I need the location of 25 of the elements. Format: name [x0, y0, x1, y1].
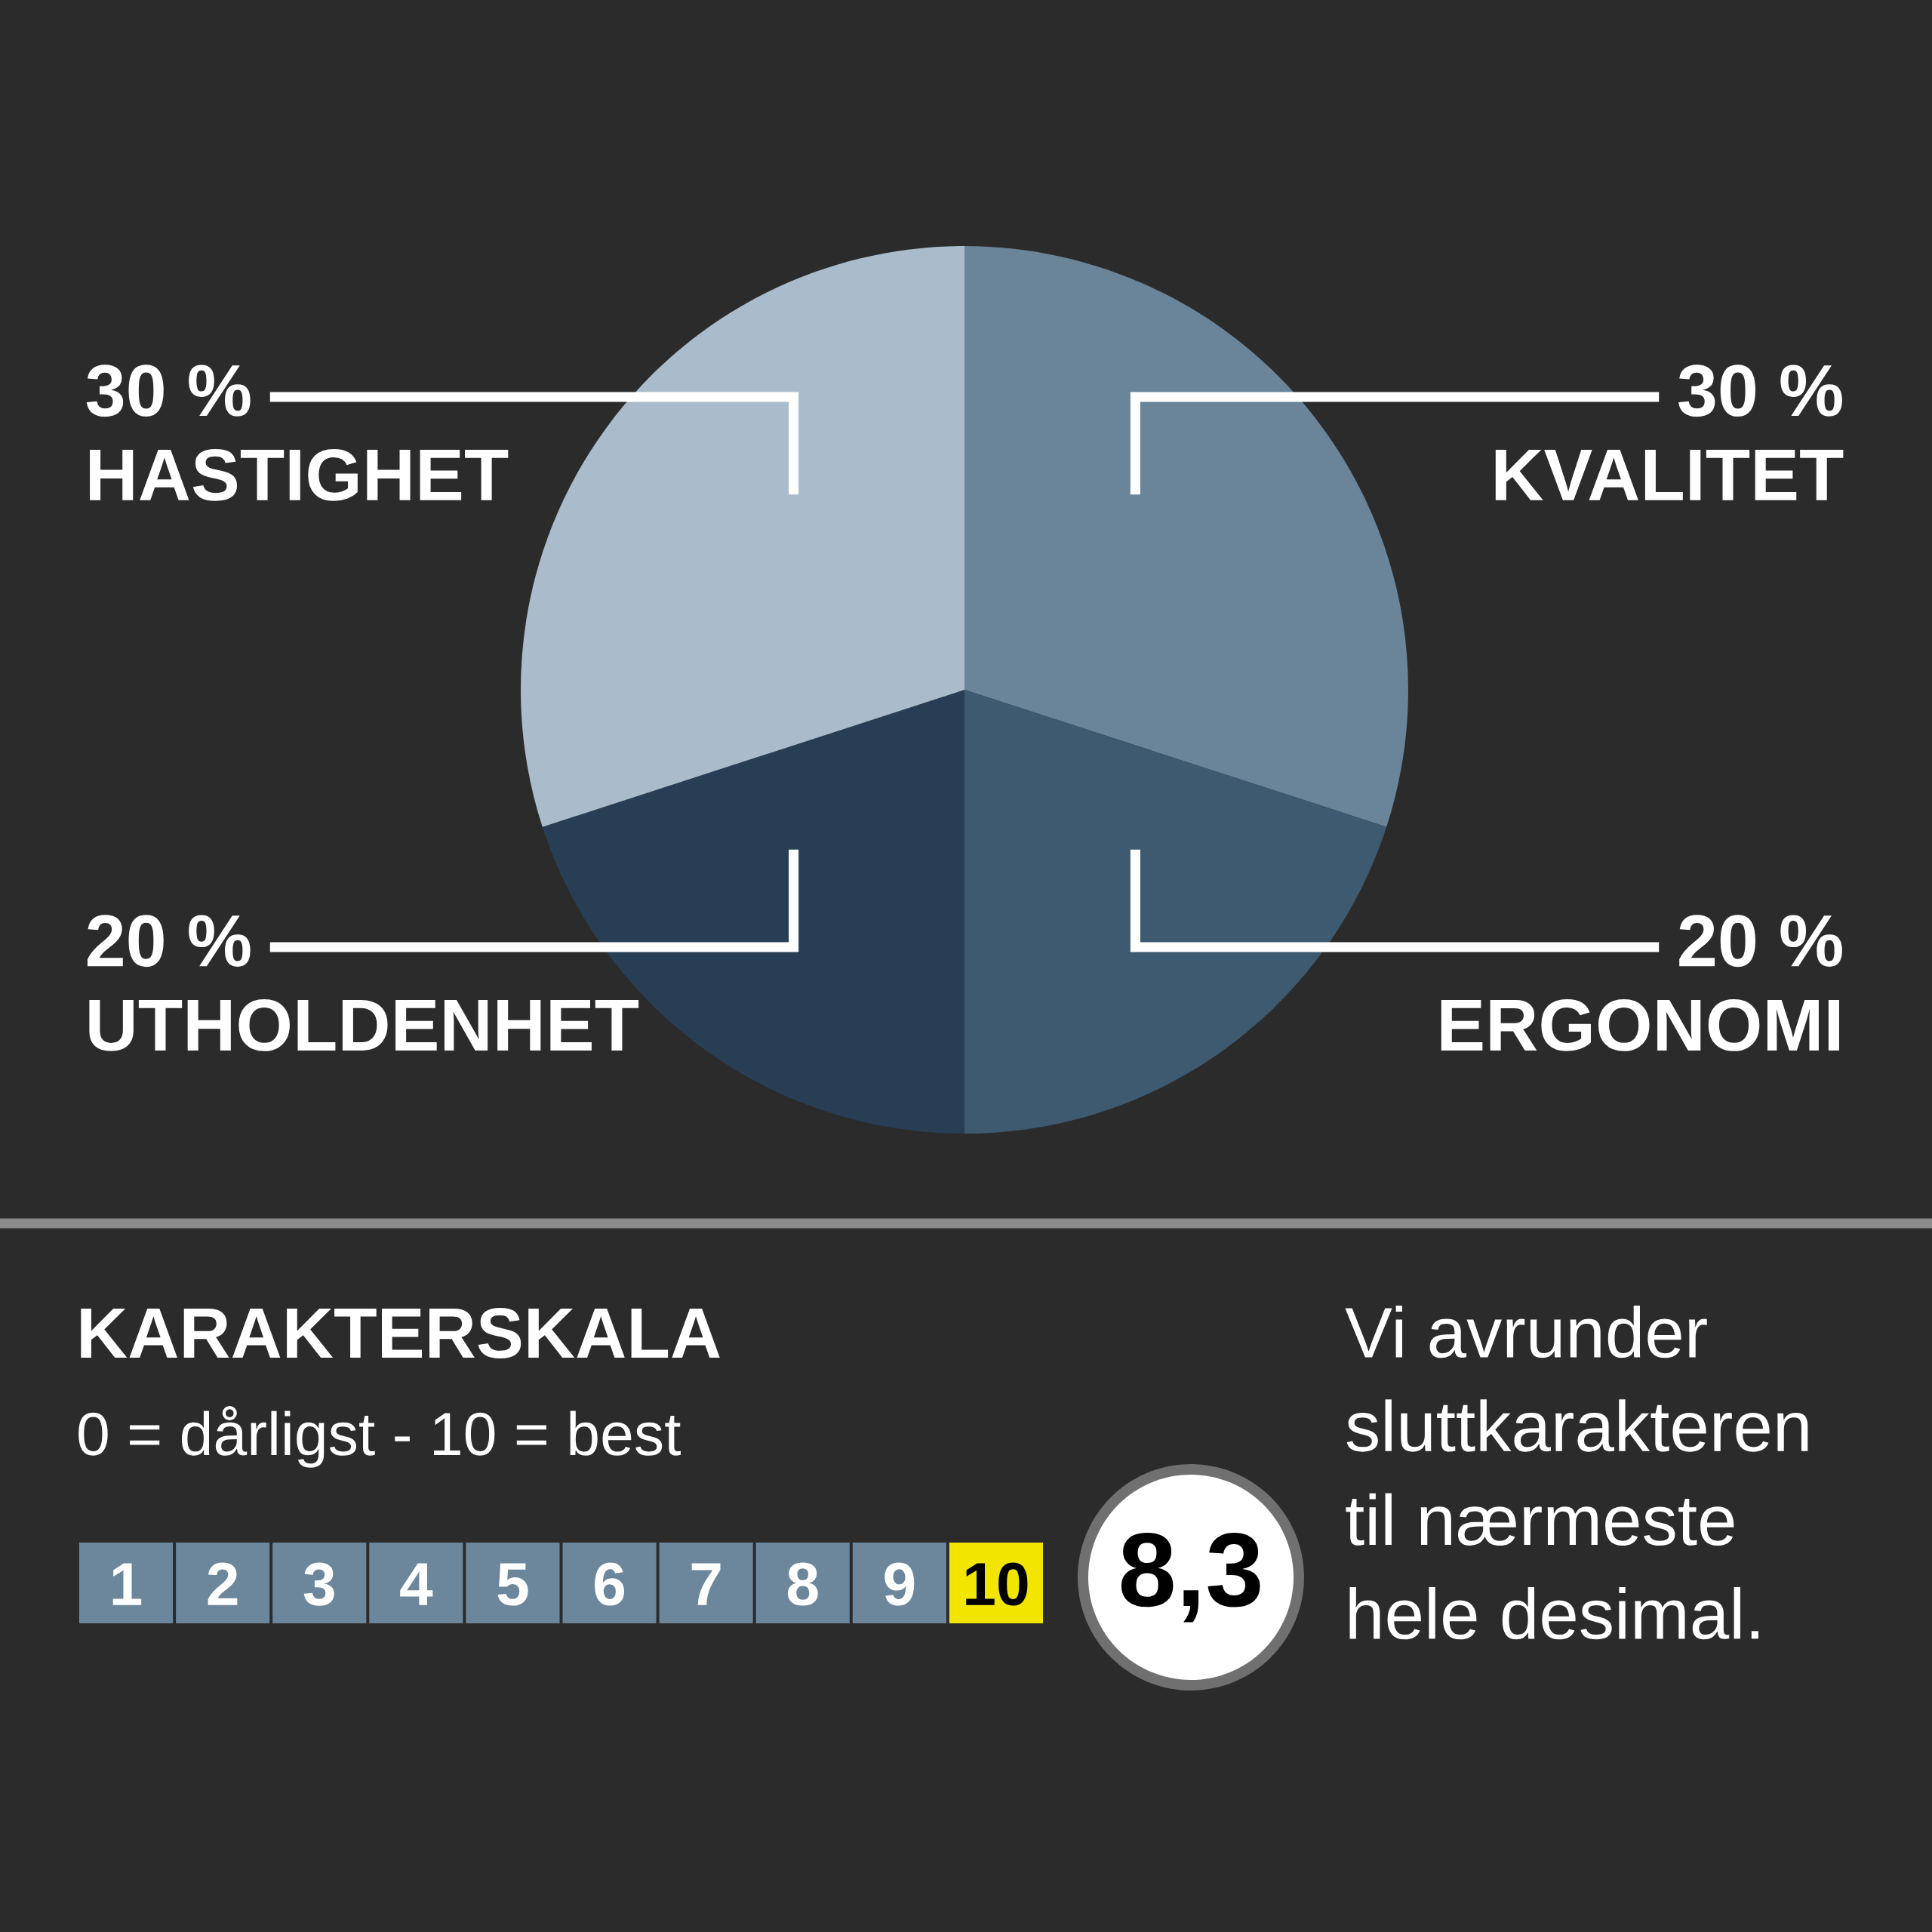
- pie-slice: [964, 690, 1387, 1134]
- slice-label: HASTIGHET: [90, 448, 509, 501]
- x-tick-label: 7: [691, 1563, 721, 1605]
- pie-slice: [964, 246, 1408, 827]
- x-tick-label: 6: [595, 1562, 625, 1606]
- data-label: 30 %: [86, 365, 251, 417]
- data-label: 20 %: [1679, 915, 1842, 968]
- x-tick-label: 5: [497, 1563, 528, 1606]
- x-tick-label: 9: [884, 1562, 915, 1606]
- data-label: 30 %: [1678, 365, 1842, 417]
- x-tick-label: 2: [208, 1562, 238, 1605]
- pie-slice: [521, 246, 964, 827]
- x-tick-label: 1: [112, 1563, 142, 1605]
- slice-label: ERGONOMI: [1441, 999, 1839, 1051]
- chart-subtitle: 0 = dårligst - 10 = best: [78, 1406, 681, 1468]
- x-tick-label: 3: [303, 1562, 334, 1606]
- slice-label: KVALITET: [1495, 449, 1844, 500]
- x-tick-label: 4: [400, 1563, 433, 1605]
- x-tick-label: 10: [966, 1562, 1028, 1606]
- data-label: 20 %: [87, 915, 251, 968]
- slice-label: UTHOLDENHET: [89, 999, 639, 1051]
- x-tick-label: 8: [787, 1562, 818, 1606]
- text: Vi avrunder sluttkarakteren til nærmeste hele desimal.: [1345, 1306, 1808, 1640]
- chart-title: KARAKTERSKALA: [81, 1308, 720, 1358]
- text: 8,3: [1121, 1532, 1260, 1623]
